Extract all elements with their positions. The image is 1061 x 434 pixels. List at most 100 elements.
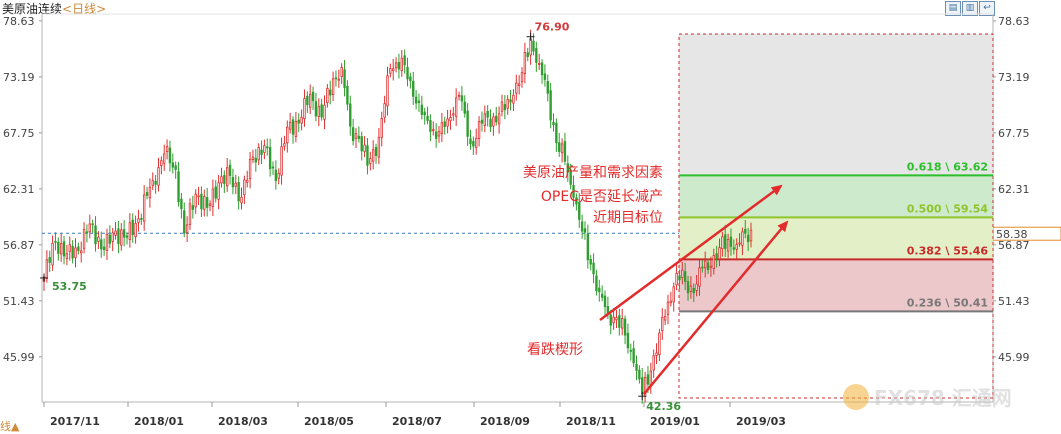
candle [695,274,698,297]
fib-level-label: 0.500 \ 59.54 [907,202,989,215]
back-button[interactable]: ↩ [979,1,995,16]
candle-body [738,242,741,245]
candle-body [735,244,738,250]
candle-body [100,239,103,250]
candle [595,269,598,296]
candle-body [188,203,192,225]
x-tick-label: 2018/11 [566,415,616,428]
candle [177,162,180,207]
y-tick-label-right: 62.31 [998,183,1030,196]
candle-body [515,82,518,94]
candle-body [626,332,630,349]
candle-body [615,317,618,321]
candle [686,275,690,301]
candle [288,112,292,134]
chart-mode-button[interactable]: ▤ [945,1,961,16]
candle-body [400,57,403,72]
candle [583,221,587,240]
candle-body [80,250,83,254]
candle-body [85,231,89,234]
candle [231,168,235,195]
candle [523,42,527,84]
candle [343,60,346,97]
candle-body [741,231,744,246]
x-tick-label: 2019/01 [650,415,700,428]
candle [426,106,429,125]
candle-body [675,272,678,286]
chart-type-button[interactable]: ▥ [962,1,978,16]
candle-body [220,176,223,184]
candle [689,276,693,299]
candle [469,129,472,150]
candle [97,231,100,249]
candle-body [489,118,492,128]
candle-body [363,144,366,152]
candle [454,88,458,126]
candle-body [641,377,644,395]
candle-body [446,118,449,127]
candle [160,156,163,175]
candle [157,157,160,192]
candle-body [420,104,424,115]
candle [744,219,747,239]
candle-body [200,193,203,210]
candle-body [323,104,326,120]
candle-body [726,238,730,252]
candle [629,343,632,361]
candle-body [537,63,541,65]
candle [371,140,375,170]
candle-body [517,83,521,87]
candle-body [692,287,695,294]
candle [314,92,318,122]
candle-body [409,76,412,82]
candle-body [666,301,670,316]
instrument-name: 美原油连续 [2,2,63,16]
annotation-text: 近期目标位 [593,210,663,226]
candle [683,262,687,291]
candle [208,200,212,212]
candle-body [243,179,246,196]
y-tick-label-left: 73.19 [3,71,35,84]
candle [709,256,713,277]
candle [268,138,272,177]
candle [475,128,478,155]
candle-body [406,66,409,80]
candle [712,248,715,275]
candle [560,138,564,163]
candle [94,216,97,252]
candle-body [340,67,343,77]
candle-body [117,228,120,244]
candle [526,47,529,62]
candle-body [658,332,661,355]
y-tick-label-right: 73.19 [998,71,1030,84]
candle [48,250,51,272]
x-tick-label: 2018/03 [218,415,268,428]
candle [452,107,455,121]
candle-body [709,265,713,268]
candle [437,126,441,143]
candle [517,75,521,95]
candle-body [168,147,172,164]
candle [220,167,223,188]
bars-icon: ▤ [948,3,958,13]
candle [91,219,94,233]
candle [569,163,572,190]
candle-body [586,233,590,261]
candle [643,371,647,403]
candle-body [231,177,235,188]
candle-body [549,90,552,121]
candle [349,95,352,136]
candle [243,175,246,204]
candle [698,260,701,296]
candle [286,120,289,153]
candle-body [288,121,292,130]
candle-body [595,275,598,292]
candle [205,187,209,217]
candle [417,93,421,112]
y-tick-label-left: 56.87 [3,239,35,252]
candle-body [560,143,564,154]
candle-body [48,257,51,263]
candle [466,103,469,146]
candle [489,109,492,132]
candle-body [432,129,435,132]
